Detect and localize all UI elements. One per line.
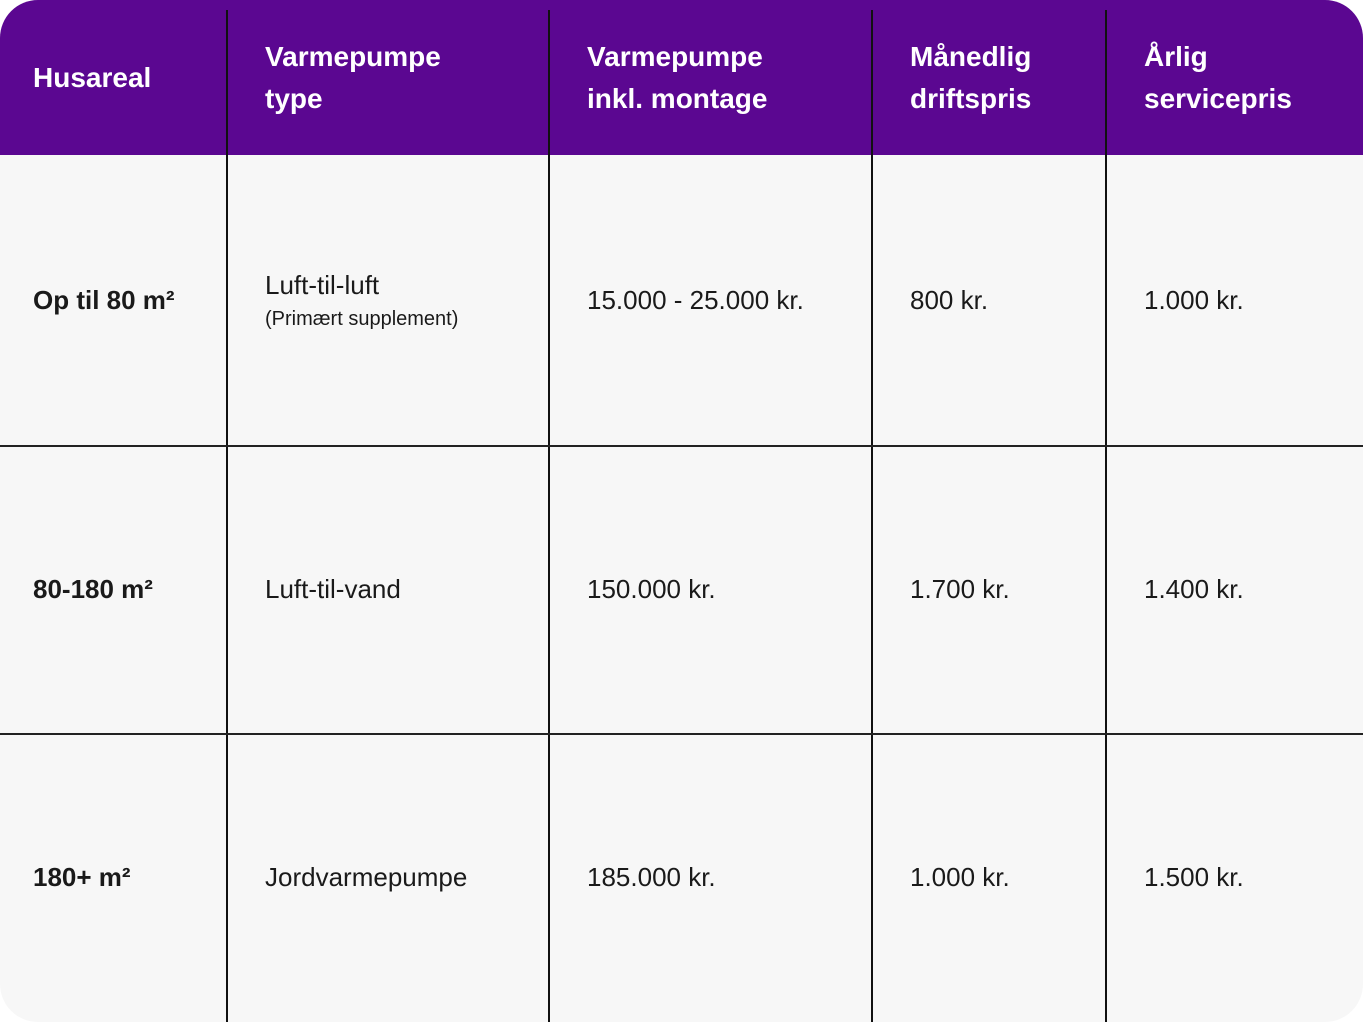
header-cell-varmepumpe-type: Varmepumpe type bbox=[227, 0, 549, 155]
driftspris-value: 1.000 kr. bbox=[910, 862, 1010, 893]
header-label: Månedlig bbox=[910, 40, 1032, 72]
row3-servicepris: 1.500 kr. bbox=[1106, 734, 1363, 1022]
driftspris-value: 1.700 kr. bbox=[910, 574, 1010, 605]
header-label-line2: driftspris bbox=[910, 82, 1032, 114]
header-label-line2: type bbox=[265, 82, 323, 114]
row3-driftspris: 1.000 kr. bbox=[872, 734, 1106, 1022]
type-note: (Primært supplement) bbox=[265, 308, 459, 331]
servicepris-value: 1.500 kr. bbox=[1144, 862, 1244, 893]
header-cell-varmepumpe-montage: Varmepumpe inkl. montage bbox=[549, 0, 872, 155]
type-value: Luft-til-luft bbox=[265, 269, 380, 300]
servicepris-value: 1.400 kr. bbox=[1144, 574, 1244, 605]
row2-montage: 150.000 kr. bbox=[549, 446, 872, 734]
montage-value: 15.000 - 25.000 kr. bbox=[587, 284, 804, 315]
header-label: Husareal bbox=[33, 61, 152, 93]
husareal-value: 80-180 m² bbox=[33, 574, 153, 605]
header-cell-husareal: Husareal bbox=[0, 0, 227, 155]
row3-montage: 185.000 kr. bbox=[549, 734, 872, 1022]
row1-servicepris: 1.000 kr. bbox=[1106, 155, 1363, 446]
header-label-line2: inkl. montage bbox=[587, 82, 768, 114]
type-value: Luft-til-vand bbox=[265, 574, 401, 605]
type-value: Jordvarmepumpe bbox=[265, 862, 468, 893]
header-cell-aarlig-servicepris: Årlig servicepris bbox=[1106, 0, 1363, 155]
husareal-value: Op til 80 m² bbox=[33, 284, 175, 315]
row1-driftspris: 800 kr. bbox=[872, 155, 1106, 446]
husareal-value: 180+ m² bbox=[33, 862, 131, 893]
row1-husareal: Op til 80 m² bbox=[0, 155, 227, 446]
row2-servicepris: 1.400 kr. bbox=[1106, 446, 1363, 734]
header-label: Årlig bbox=[1144, 40, 1208, 72]
row3-type: Jordvarmepumpe bbox=[227, 734, 549, 1022]
servicepris-value: 1.000 kr. bbox=[1144, 284, 1244, 315]
row1-type: Luft-til-luft (Primært supplement) bbox=[227, 155, 549, 446]
row2-type: Luft-til-vand bbox=[227, 446, 549, 734]
row2-husareal: 80-180 m² bbox=[0, 446, 227, 734]
row3-husareal: 180+ m² bbox=[0, 734, 227, 1022]
row1-montage: 15.000 - 25.000 kr. bbox=[549, 155, 872, 446]
header-label: Varmepumpe bbox=[587, 40, 763, 72]
montage-value: 185.000 kr. bbox=[587, 862, 716, 893]
driftspris-value: 800 kr. bbox=[910, 284, 989, 315]
header-label: Varmepumpe bbox=[265, 40, 441, 72]
montage-value: 150.000 kr. bbox=[587, 574, 716, 605]
header-label-line2: servicepris bbox=[1144, 82, 1292, 114]
header-cell-maanedlig-driftspris: Månedlig driftspris bbox=[872, 0, 1106, 155]
row2-driftspris: 1.700 kr. bbox=[872, 446, 1106, 734]
